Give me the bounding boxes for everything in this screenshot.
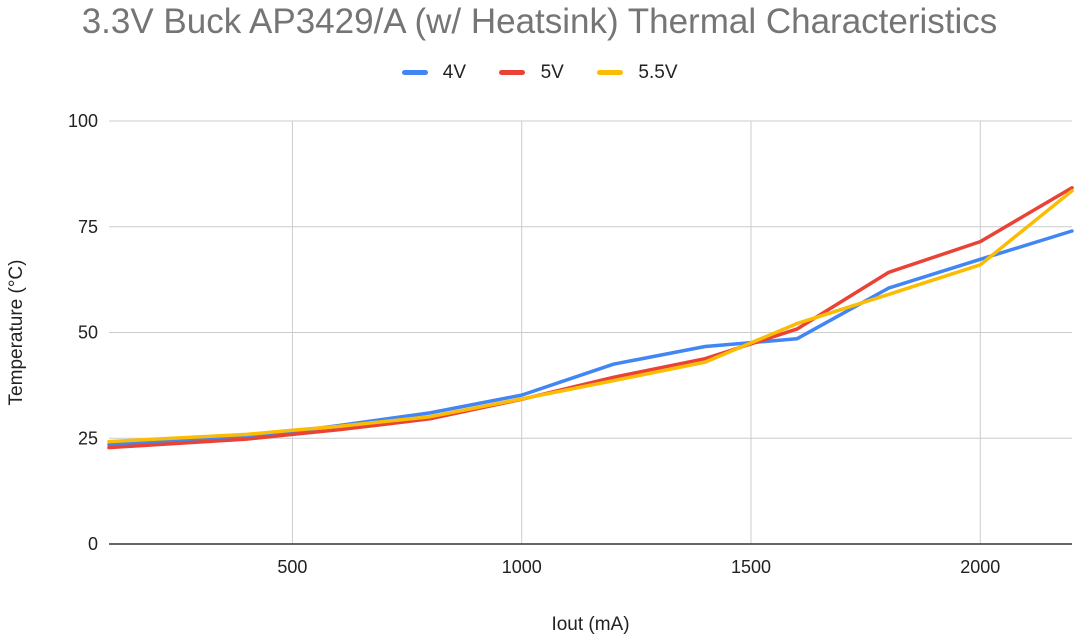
y-tick-label: 75 xyxy=(78,217,98,237)
x-tick-label: 500 xyxy=(277,557,307,577)
series-layer xyxy=(107,186,1074,450)
y-tick-labels: 0 25 50 75 100 xyxy=(68,111,98,554)
legend-swatch-5v xyxy=(499,69,526,75)
x-tick-label: 1500 xyxy=(731,557,771,577)
legend-item-5-5v[interactable]: 5.5V xyxy=(597,60,678,86)
chart-title: 3.3V Buck AP3429/A (w/ Heatsink) Thermal… xyxy=(81,2,998,41)
legend-label-5-5v: 5.5V xyxy=(638,62,678,83)
series-line-5-5v[interactable] xyxy=(107,189,1074,444)
legend-label-4v: 4V xyxy=(442,62,467,83)
legend-swatch-4v xyxy=(401,69,428,75)
legend-label-5v: 5V xyxy=(540,62,564,83)
legend: 4V 5V 5.5V xyxy=(0,60,1079,86)
legend-swatch-5-5v xyxy=(597,69,624,75)
x-tick-labels: 500 1000 1500 2000 xyxy=(277,557,1000,577)
x-tick-label: 2000 xyxy=(960,557,1000,577)
y-tick-label: 50 xyxy=(78,323,98,343)
y-tick-label: 0 xyxy=(88,534,98,554)
x-axis-title: Iout (mA) xyxy=(551,614,629,635)
x-tick-label: 1000 xyxy=(502,557,542,577)
series-line-4v[interactable] xyxy=(107,229,1074,447)
y-tick-label: 100 xyxy=(68,111,98,131)
y-axis-title: Temperature (°C) xyxy=(6,260,27,406)
legend-item-5v[interactable]: 5V xyxy=(499,60,564,86)
y-tick-label: 25 xyxy=(78,428,98,448)
grid xyxy=(109,120,1072,544)
legend-item-4v[interactable]: 4V xyxy=(401,60,467,86)
